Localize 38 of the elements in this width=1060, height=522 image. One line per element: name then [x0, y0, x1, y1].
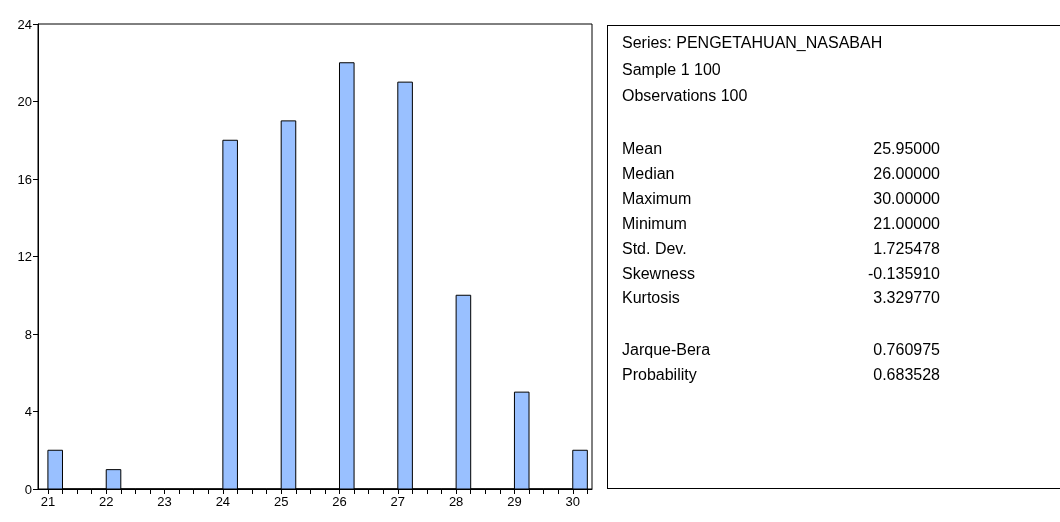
- data-label: 26.00000: [873, 164, 940, 182]
- category-label: Kurtosis: [622, 289, 680, 308]
- data-label: 1.725478: [873, 239, 940, 257]
- category-label: Minimum: [622, 214, 687, 233]
- data-label: 30.00000: [873, 189, 940, 207]
- y-tick-label: 16: [17, 171, 32, 187]
- y-tick-label: 12: [17, 249, 32, 264]
- y-tick-label: 8: [24, 326, 32, 342]
- x-tick-label: 23: [157, 494, 172, 509]
- category-label: Std. Dev.: [622, 239, 687, 258]
- data-label: 0.760975: [873, 340, 940, 358]
- category-label: Probability: [622, 365, 697, 384]
- data-label: 3.329770: [873, 289, 940, 307]
- category-label: Mean: [622, 140, 663, 158]
- x-tick-label: 21: [40, 494, 56, 509]
- x-tick-label: 27: [390, 494, 406, 509]
- category-label: Skewness: [622, 264, 695, 283]
- x-tick-label: 24: [215, 494, 231, 509]
- data-label: 0.683528: [873, 365, 940, 383]
- x-tick-label: 22: [99, 494, 114, 509]
- x-tick-label: 30: [565, 494, 580, 509]
- category-label: Maximum: [622, 189, 692, 208]
- y-tick-label: 4: [24, 404, 32, 419]
- x-tick-label: 29: [507, 494, 522, 509]
- x-tick-label: 28: [448, 494, 464, 509]
- x-tick-label: 26: [332, 494, 347, 509]
- data-label: 21.00000: [873, 214, 940, 232]
- data-label: 25.95000: [873, 140, 940, 157]
- text: Observations 100: [622, 87, 748, 105]
- y-tick-label: 20: [17, 94, 32, 109]
- text: Series: PENGETAHUAN_NASABAH: [622, 34, 883, 52]
- y-tick-label: 0: [24, 481, 32, 497]
- text: Sample 1 100: [622, 60, 721, 79]
- y-tick-label: 24: [17, 16, 32, 32]
- x-tick-label: 25: [273, 494, 289, 509]
- category-label: Jarque-Bera: [622, 340, 711, 359]
- category-label: Median: [622, 164, 675, 183]
- data-label: -0.135910: [867, 264, 940, 282]
